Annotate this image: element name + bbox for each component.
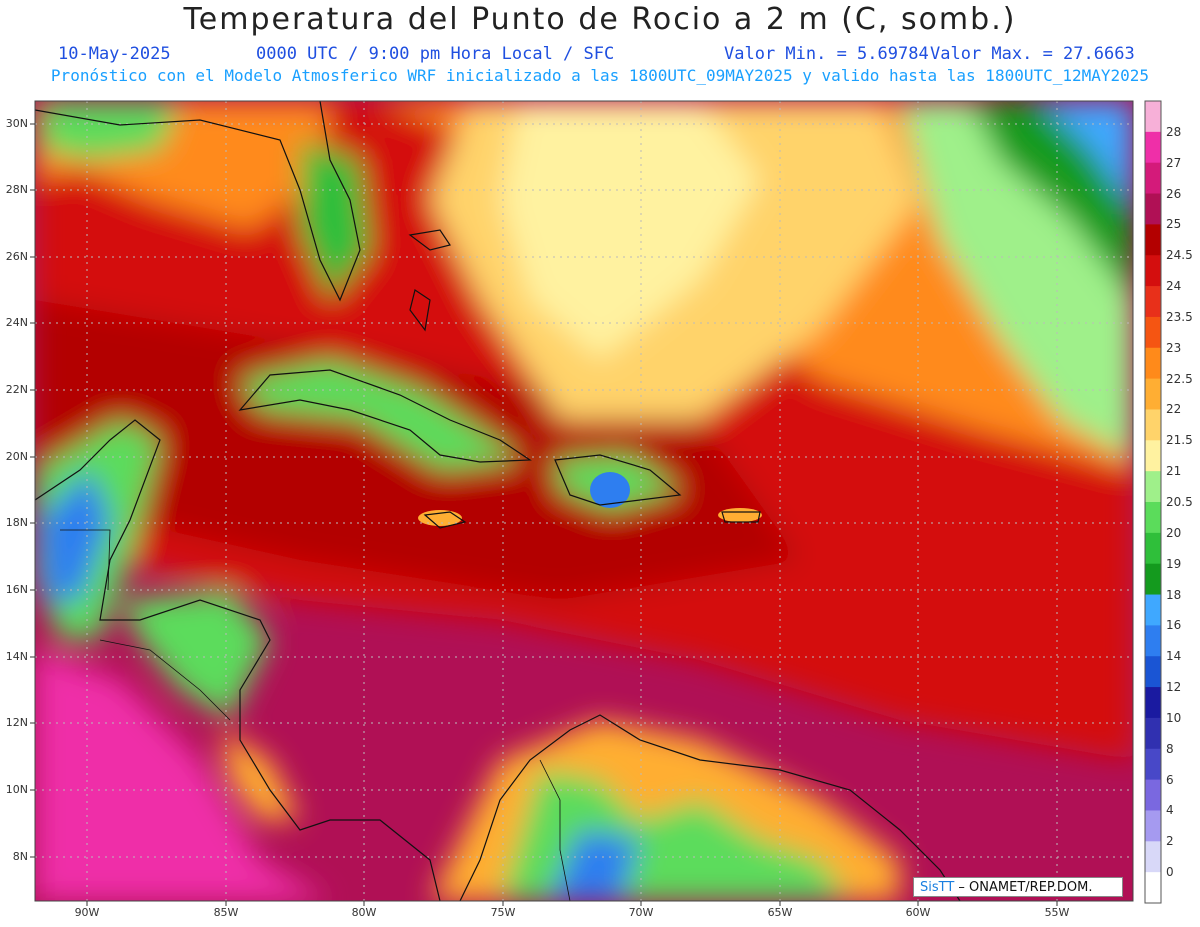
colorbar-swatch [1145, 748, 1161, 781]
colorbar-label: 27 [1166, 155, 1182, 170]
colorbar-label: 2 [1166, 834, 1174, 849]
colorbar-label: 28 [1166, 124, 1182, 139]
lon-label: 90W [74, 906, 100, 919]
colorbar-frame [1144, 100, 1162, 904]
valid-time: 0000 UTC / 9:00 pm Hora Local / SFC [256, 44, 615, 64]
map-title: Temperatura del Punto de Rocio a 2 m (C,… [183, 2, 1017, 37]
graticule [35, 101, 1133, 901]
lat-label: 26N [5, 250, 28, 263]
colorbar-label: 24 [1166, 279, 1182, 294]
lon-label: 55W [1044, 906, 1070, 919]
colorbar-swatch [1145, 563, 1161, 596]
colorbar-label: 14 [1166, 649, 1182, 664]
colorbar-label: 23.5 [1166, 309, 1193, 324]
lat-label: 20N [5, 450, 28, 463]
colorbar-swatch [1145, 316, 1161, 349]
lat-label: 22N [5, 383, 28, 396]
colorbar-label: 10 [1166, 710, 1182, 725]
colorbar-label: 6 [1166, 772, 1174, 787]
colorbar-swatch [1145, 625, 1161, 657]
colorbar-swatch [1145, 502, 1161, 534]
lat-label: 8N [12, 850, 28, 863]
lon-label: 75W [490, 906, 516, 919]
colorbar-swatch [1145, 872, 1161, 904]
colorbar-swatch [1145, 131, 1161, 164]
colorbar-label: 24.5 [1166, 248, 1193, 263]
colorbar-swatch [1145, 810, 1161, 842]
colorbar-swatch [1145, 224, 1161, 256]
borders [60, 529, 571, 901]
min-value: Valor Min. = 5.69784 [724, 44, 929, 64]
colorbar-label: 20.5 [1166, 495, 1193, 509]
lat-label: 14N [5, 650, 28, 663]
lon-label: 65W [767, 906, 793, 919]
colorbar-swatch [1145, 286, 1161, 318]
credit-text: – ONAMET/REP.DOM. [954, 880, 1093, 895]
lon-label: 85W [213, 906, 239, 919]
lon-label: 60W [905, 906, 931, 919]
map-frame [34, 100, 1134, 902]
colorbar-label: 12 [1166, 680, 1182, 695]
colorbar-swatch [1145, 717, 1161, 750]
colorbar-label: 26 [1166, 186, 1182, 201]
colorbar-label: 18 [1166, 587, 1182, 602]
colorbar-swatch [1145, 101, 1161, 133]
lon-label: 80W [351, 906, 377, 919]
lat-label: 12N [5, 716, 28, 729]
colorbar-swatch [1145, 347, 1161, 380]
colorbar-swatch [1145, 471, 1161, 503]
lon-label: 70W [628, 906, 654, 919]
colorbar-swatch [1145, 255, 1161, 287]
colorbar-swatch [1145, 409, 1161, 441]
colorbar-swatch [1145, 594, 1161, 626]
colorbar-swatch [1145, 687, 1161, 719]
colorbar-swatch [1145, 841, 1161, 873]
colorbar-swatch [1145, 193, 1161, 225]
colorbar-swatch [1145, 532, 1161, 565]
lat-label: 30N [5, 117, 28, 130]
colorbar [1144, 100, 1162, 904]
colorbar-label: 16 [1166, 618, 1182, 633]
colorbar-swatch [1145, 162, 1161, 195]
max-value: Valor Max. = 27.6663 [930, 44, 1135, 64]
colorbar-label: 19 [1166, 556, 1182, 571]
colorbar-label: 22.5 [1166, 371, 1193, 386]
colorbar-label: 0 [1166, 865, 1174, 880]
forecast-note: Pronóstico con el Modelo Atmosferico WRF… [50, 66, 1150, 85]
lat-label: 24N [5, 316, 28, 329]
colorbar-label: 21 [1166, 464, 1182, 479]
dewpoint-field [35, 101, 1133, 901]
colorbar-label: 23 [1166, 340, 1182, 355]
colorbar-label: 8 [1166, 741, 1174, 756]
colorbar-swatch [1145, 779, 1161, 811]
colorbar-label: 22 [1166, 402, 1182, 417]
valid-date: 10-May-2025 [58, 44, 171, 64]
colorbar-swatch [1145, 378, 1161, 410]
lat-label: 16N [5, 583, 28, 596]
colorbar-label: 25 [1166, 217, 1182, 232]
coastlines [35, 101, 961, 901]
lat-label: 10N [5, 783, 28, 796]
credit-box: SisTT – ONAMET/REP.DOM. [913, 877, 1123, 897]
colorbar-label: 21.5 [1166, 433, 1193, 448]
colorbar-label: 4 [1166, 803, 1174, 818]
credit-brand: SisTT [920, 880, 955, 895]
colorbar-swatch [1145, 656, 1161, 688]
colorbar-swatch [1145, 440, 1161, 472]
lat-label: 28N [5, 183, 28, 196]
lat-label: 18N [5, 516, 28, 529]
colorbar-label: 20 [1166, 525, 1182, 540]
